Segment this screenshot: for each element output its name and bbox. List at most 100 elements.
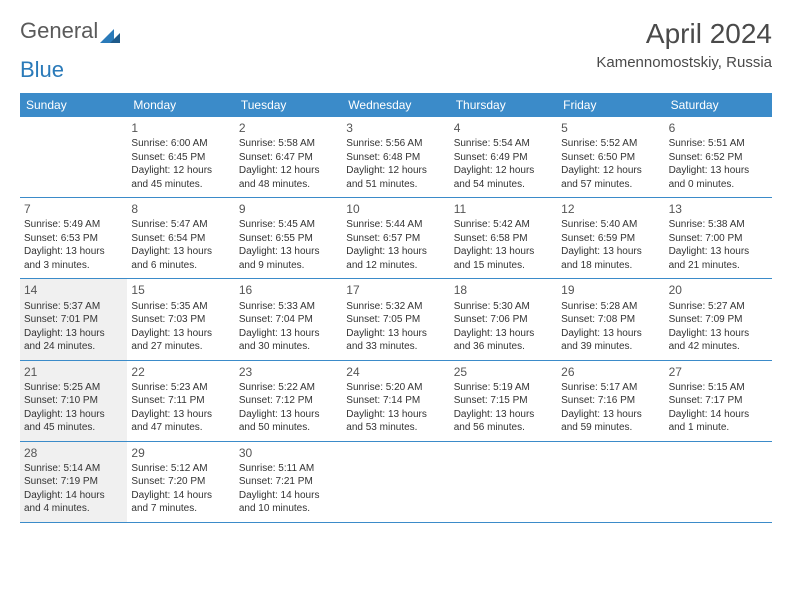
day-number: 3 <box>346 120 445 136</box>
calendar-cell: 1Sunrise: 6:00 AMSunset: 6:45 PMDaylight… <box>127 117 234 197</box>
sunset-line: Sunset: 6:54 PM <box>131 232 230 246</box>
day-number: 18 <box>454 282 553 298</box>
sunrise-line: Sunrise: 5:33 AM <box>239 300 338 314</box>
week-row: 28Sunrise: 5:14 AMSunset: 7:19 PMDayligh… <box>20 442 772 523</box>
logo-text-b: Blue <box>20 57 64 83</box>
sunset-line: Sunset: 7:20 PM <box>131 475 230 489</box>
day-number: 4 <box>454 120 553 136</box>
sunset-line: Sunset: 6:47 PM <box>239 151 338 165</box>
day-number: 13 <box>669 201 768 217</box>
day-number: 7 <box>24 201 123 217</box>
sunrise-line: Sunrise: 5:28 AM <box>561 300 660 314</box>
sunrise-line: Sunrise: 5:12 AM <box>131 462 230 476</box>
calendar-cell: 5Sunrise: 5:52 AMSunset: 6:50 PMDaylight… <box>557 117 664 197</box>
day-number: 12 <box>561 201 660 217</box>
page-title: April 2024 <box>596 18 772 50</box>
sunset-line: Sunset: 7:16 PM <box>561 394 660 408</box>
sunset-line: Sunset: 6:45 PM <box>131 151 230 165</box>
sunrise-line: Sunrise: 5:52 AM <box>561 137 660 151</box>
calendar-cell: 6Sunrise: 5:51 AMSunset: 6:52 PMDaylight… <box>665 117 772 197</box>
sunset-line: Sunset: 7:19 PM <box>24 475 123 489</box>
daylight-line: Daylight: 13 hours and 45 minutes. <box>24 408 123 435</box>
day-number: 25 <box>454 364 553 380</box>
calendar-cell: 10Sunrise: 5:44 AMSunset: 6:57 PMDayligh… <box>342 198 449 278</box>
calendar-cell: 21Sunrise: 5:25 AMSunset: 7:10 PMDayligh… <box>20 361 127 441</box>
sunset-line: Sunset: 7:12 PM <box>239 394 338 408</box>
sunrise-line: Sunrise: 5:25 AM <box>24 381 123 395</box>
calendar-cell: 15Sunrise: 5:35 AMSunset: 7:03 PMDayligh… <box>127 279 234 359</box>
day-header: Wednesday <box>342 93 449 117</box>
daylight-line: Daylight: 14 hours and 7 minutes. <box>131 489 230 516</box>
sunrise-line: Sunrise: 5:30 AM <box>454 300 553 314</box>
calendar-cell: 8Sunrise: 5:47 AMSunset: 6:54 PMDaylight… <box>127 198 234 278</box>
day-number: 23 <box>239 364 338 380</box>
day-number: 22 <box>131 364 230 380</box>
day-number: 29 <box>131 445 230 461</box>
day-header: Tuesday <box>235 93 342 117</box>
calendar-cell: 2Sunrise: 5:58 AMSunset: 6:47 PMDaylight… <box>235 117 342 197</box>
sunset-line: Sunset: 7:10 PM <box>24 394 123 408</box>
daylight-line: Daylight: 13 hours and 9 minutes. <box>239 245 338 272</box>
daylight-line: Daylight: 13 hours and 18 minutes. <box>561 245 660 272</box>
daylight-line: Daylight: 14 hours and 4 minutes. <box>24 489 123 516</box>
sunset-line: Sunset: 7:08 PM <box>561 313 660 327</box>
day-number: 21 <box>24 364 123 380</box>
day-number: 10 <box>346 201 445 217</box>
location: Kamennomostskiy, Russia <box>596 54 772 71</box>
sunset-line: Sunset: 7:15 PM <box>454 394 553 408</box>
daylight-line: Daylight: 13 hours and 36 minutes. <box>454 327 553 354</box>
calendar-cell: 22Sunrise: 5:23 AMSunset: 7:11 PMDayligh… <box>127 361 234 441</box>
daylight-line: Daylight: 13 hours and 21 minutes. <box>669 245 768 272</box>
logo-mark-icon <box>100 23 120 39</box>
sunrise-line: Sunrise: 5:22 AM <box>239 381 338 395</box>
sunset-line: Sunset: 6:48 PM <box>346 151 445 165</box>
sunset-line: Sunset: 7:14 PM <box>346 394 445 408</box>
day-number: 16 <box>239 282 338 298</box>
sunrise-line: Sunrise: 5:58 AM <box>239 137 338 151</box>
sunset-line: Sunset: 7:11 PM <box>131 394 230 408</box>
daylight-line: Daylight: 13 hours and 47 minutes. <box>131 408 230 435</box>
day-number: 15 <box>131 282 230 298</box>
sunrise-line: Sunrise: 5:35 AM <box>131 300 230 314</box>
calendar-cell: 11Sunrise: 5:42 AMSunset: 6:58 PMDayligh… <box>450 198 557 278</box>
daylight-line: Daylight: 12 hours and 57 minutes. <box>561 164 660 191</box>
calendar-cell <box>450 442 557 522</box>
daylight-line: Daylight: 13 hours and 56 minutes. <box>454 408 553 435</box>
sunrise-line: Sunrise: 5:56 AM <box>346 137 445 151</box>
sunset-line: Sunset: 7:06 PM <box>454 313 553 327</box>
daylight-line: Daylight: 13 hours and 3 minutes. <box>24 245 123 272</box>
day-number: 24 <box>346 364 445 380</box>
day-header: Friday <box>557 93 664 117</box>
daylight-line: Daylight: 13 hours and 0 minutes. <box>669 164 768 191</box>
sunrise-line: Sunrise: 5:15 AM <box>669 381 768 395</box>
sunset-line: Sunset: 6:58 PM <box>454 232 553 246</box>
sunset-line: Sunset: 6:53 PM <box>24 232 123 246</box>
sunrise-line: Sunrise: 5:11 AM <box>239 462 338 476</box>
sunset-line: Sunset: 7:21 PM <box>239 475 338 489</box>
day-number: 11 <box>454 201 553 217</box>
daylight-line: Daylight: 12 hours and 48 minutes. <box>239 164 338 191</box>
daylight-line: Daylight: 13 hours and 12 minutes. <box>346 245 445 272</box>
daylight-line: Daylight: 13 hours and 6 minutes. <box>131 245 230 272</box>
calendar-cell: 12Sunrise: 5:40 AMSunset: 6:59 PMDayligh… <box>557 198 664 278</box>
sunrise-line: Sunrise: 5:19 AM <box>454 381 553 395</box>
sunrise-line: Sunrise: 5:32 AM <box>346 300 445 314</box>
weeks: 1Sunrise: 6:00 AMSunset: 6:45 PMDaylight… <box>20 117 772 523</box>
day-number: 14 <box>24 282 123 298</box>
sunrise-line: Sunrise: 6:00 AM <box>131 137 230 151</box>
day-headers: SundayMondayTuesdayWednesdayThursdayFrid… <box>20 93 772 117</box>
week-row: 14Sunrise: 5:37 AMSunset: 7:01 PMDayligh… <box>20 279 772 360</box>
week-row: 1Sunrise: 6:00 AMSunset: 6:45 PMDaylight… <box>20 117 772 198</box>
calendar-cell: 27Sunrise: 5:15 AMSunset: 7:17 PMDayligh… <box>665 361 772 441</box>
calendar-cell: 24Sunrise: 5:20 AMSunset: 7:14 PMDayligh… <box>342 361 449 441</box>
day-number: 2 <box>239 120 338 136</box>
day-header: Sunday <box>20 93 127 117</box>
logo: General <box>20 18 120 44</box>
day-number: 30 <box>239 445 338 461</box>
calendar-cell: 30Sunrise: 5:11 AMSunset: 7:21 PMDayligh… <box>235 442 342 522</box>
logo-text-a: General <box>20 18 98 44</box>
calendar-cell <box>342 442 449 522</box>
sunrise-line: Sunrise: 5:49 AM <box>24 218 123 232</box>
sunrise-line: Sunrise: 5:37 AM <box>24 300 123 314</box>
sunrise-line: Sunrise: 5:20 AM <box>346 381 445 395</box>
